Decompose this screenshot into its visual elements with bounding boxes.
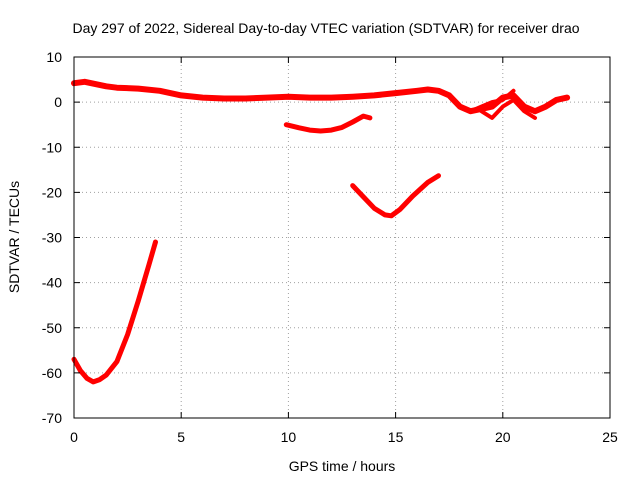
y-tick-label: -10: [42, 139, 62, 155]
y-tick-label: -50: [42, 320, 62, 336]
y-tick-label: -20: [42, 184, 62, 200]
y-axis-label: SDTVAR / TECUs: [6, 181, 22, 293]
y-tick-label: 10: [46, 49, 62, 65]
series-arc-13-17h: [350, 173, 441, 219]
y-tick-label: -60: [42, 365, 62, 381]
data-series: [71, 78, 571, 385]
x-tick-label: 10: [281, 429, 297, 445]
y-tick-label: -30: [42, 230, 62, 246]
axis-ticks: 0 5 10 15 20 25 10 0 -10 -20 -30 -40 -50 -60 -70: [42, 49, 618, 445]
grid: [74, 57, 610, 418]
series-arc-0-4h: [71, 239, 158, 385]
y-tick-label: -40: [42, 275, 62, 291]
y-tick-label: 0: [54, 94, 62, 110]
x-tick-label: 0: [70, 429, 78, 445]
x-tick-label: 25: [602, 429, 618, 445]
series-upper-band-branch-a: [468, 88, 516, 114]
x-tick-label: 5: [177, 429, 185, 445]
x-tick-label: 15: [388, 429, 404, 445]
series-upper-band: [71, 78, 571, 115]
y-tick-label: -70: [42, 410, 62, 426]
series-arc-10-14h: [283, 113, 373, 134]
series-upper-band-branch-b: [479, 97, 537, 120]
chart-title: Day 297 of 2022, Sidereal Day-to-day VTE…: [72, 20, 579, 36]
x-tick-label: 20: [495, 429, 511, 445]
x-axis-label: GPS time / hours: [289, 458, 396, 474]
